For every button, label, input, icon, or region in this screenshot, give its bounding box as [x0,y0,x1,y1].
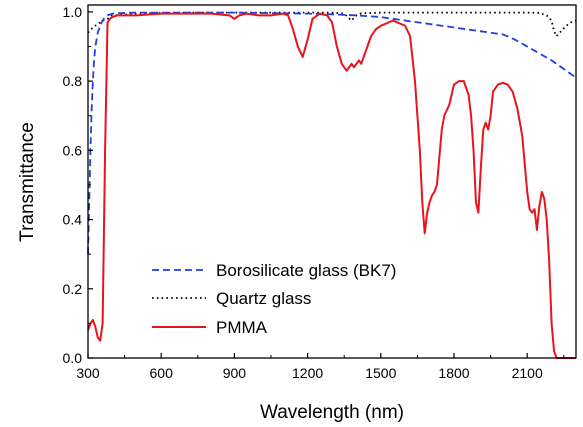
legend-label-1: Quartz glass [216,289,311,308]
x-axis-title: Wavelength (nm) [260,402,404,423]
x-tick-label: 1500 [365,365,396,381]
plot-frame [87,4,577,359]
x-tick-label: 1200 [292,365,323,381]
series-layer [87,11,577,359]
x-tick-label: 900 [223,365,247,381]
series-line-2 [87,12,576,359]
y-tick-label: 0.6 [63,142,83,158]
y-ticks: 0.0 0.2 0.4 0.6 0.8 1.0 [63,4,93,366]
legend: Borosilicate glass (BK7) Quartz glass PMMA [152,261,396,337]
legend-label-0: Borosilicate glass (BK7) [216,261,396,280]
x-tick-label: 600 [150,365,174,381]
x-tick-label: 2100 [512,365,543,381]
y-tick-label: 1.0 [63,4,83,20]
x-ticks: 300 600 900 1200 1500 1800 2100 [76,353,565,381]
legend-label-2: PMMA [216,318,268,337]
y-tick-label: 0.2 [63,281,83,297]
y-tick-label: 0.4 [63,212,83,228]
series-line-0 [87,11,577,255]
x-tick-label: 300 [76,365,100,381]
series-line-1 [87,11,577,38]
x-tick-label: 1800 [438,365,469,381]
y-tick-label: 0.8 [63,73,83,89]
y-tick-label: 0.0 [63,350,83,366]
y-axis-title: Transmittance [17,122,38,242]
